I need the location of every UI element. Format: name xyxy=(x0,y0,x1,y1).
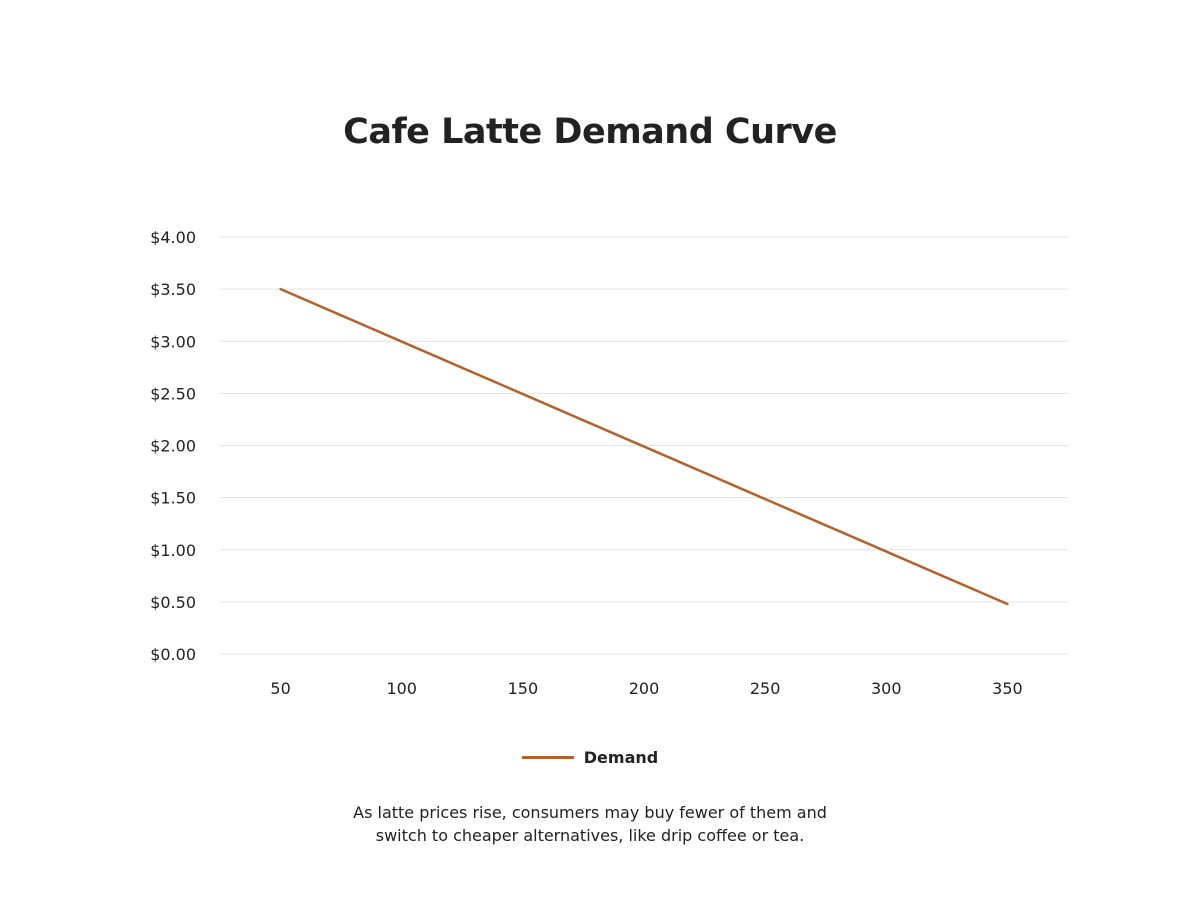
series-lines xyxy=(279,287,1009,606)
x-tick-label: 350 xyxy=(992,679,1023,698)
demand-chart: $0.00 $0.50 $1.00 $1.50 $2.00 $2.50 $3.00 $3.50… xyxy=(150,228,1068,698)
x-tick-label: 100 xyxy=(386,679,417,698)
y-tick-label: $3.50 xyxy=(150,280,196,299)
y-tick-label: $1.50 xyxy=(150,489,196,508)
legend-swatch-demand xyxy=(521,756,574,759)
x-tick-label: 50 xyxy=(270,679,290,698)
y-tick-label: $4.00 xyxy=(150,228,196,247)
y-tick-label: $0.00 xyxy=(150,645,196,664)
y-tick-label: $1.00 xyxy=(150,541,196,560)
y-tick-label: $2.50 xyxy=(150,384,196,403)
y-axis-ticks: $0.00 $0.50 $1.00 $1.50 $2.00 $2.50 $3.00 $3.50… xyxy=(150,228,196,664)
y-tick-label: $0.50 xyxy=(150,593,196,612)
y-tick-label: $2.00 xyxy=(150,437,196,456)
x-tick-label: 250 xyxy=(750,679,781,698)
caption-line-1: As latte prices rise, consumers may buy … xyxy=(353,803,827,822)
x-axis-ticks: 50 100 150 200 250 300 350 xyxy=(270,679,1022,698)
legend: Demand xyxy=(0,748,1180,767)
chart-title: Cafe Latte Demand Curve xyxy=(343,112,837,152)
x-tick-label: 200 xyxy=(629,679,660,698)
y-tick-label: $3.00 xyxy=(150,332,196,351)
series-line-demand xyxy=(279,287,1009,606)
chart-caption: As latte prices rise, consumers may buy … xyxy=(290,801,890,847)
x-tick-label: 150 xyxy=(508,679,539,698)
x-tick-label: 300 xyxy=(871,679,902,698)
gridlines xyxy=(220,236,1068,655)
caption-line-2: switch to cheaper alternatives, like dri… xyxy=(375,826,805,845)
legend-label-demand: Demand xyxy=(583,748,659,767)
